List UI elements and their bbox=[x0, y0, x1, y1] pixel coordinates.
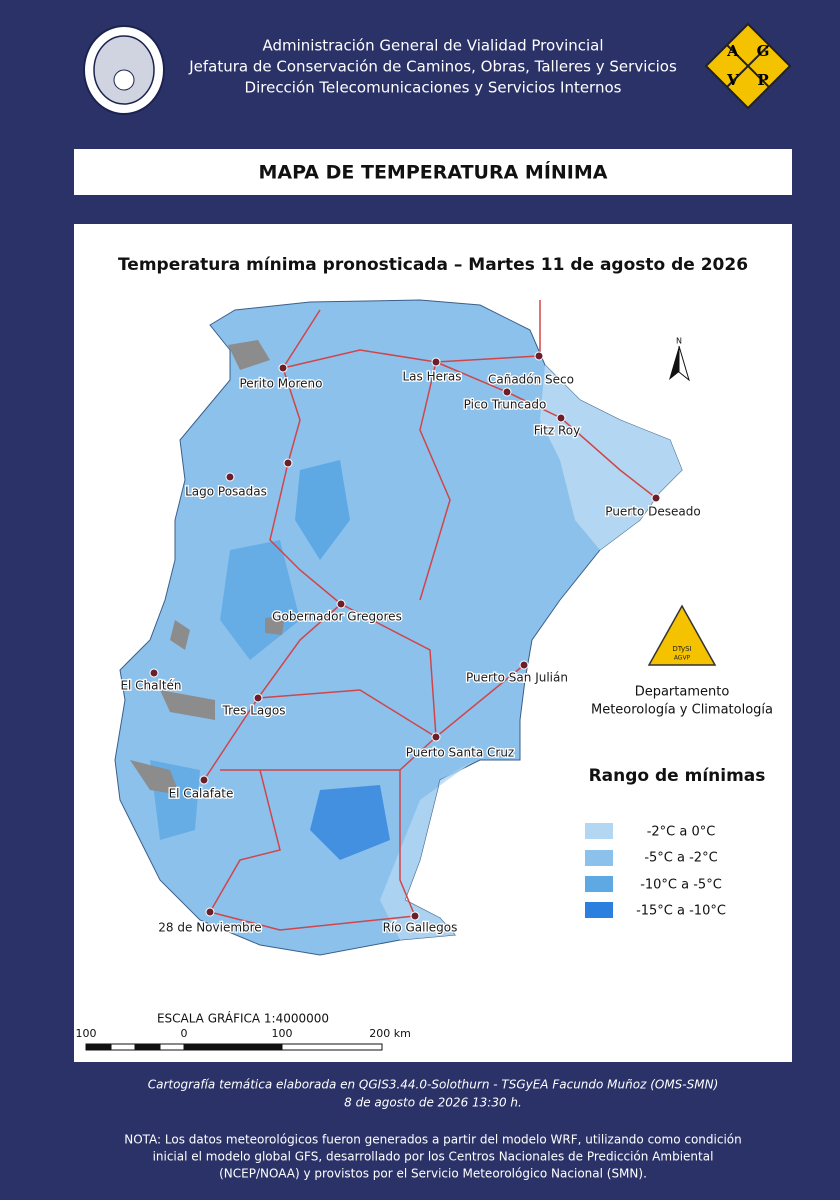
town-dot bbox=[431, 732, 441, 742]
zone-coldest bbox=[310, 785, 390, 860]
legend-label: -15°C a -10°C bbox=[636, 904, 726, 919]
logo-line bbox=[726, 44, 770, 88]
place-label: Río Gallegos bbox=[383, 921, 458, 935]
town-dot bbox=[519, 660, 529, 670]
place-label: Fitz Roy bbox=[534, 424, 580, 438]
province-emblem bbox=[83, 25, 165, 115]
place-label: Lago Posadas bbox=[185, 485, 267, 499]
page-title: MAPA DE TEMPERATURA MÍNIMA bbox=[259, 161, 608, 184]
scale-segment bbox=[134, 1043, 161, 1051]
road bbox=[282, 349, 540, 369]
place-label: Puerto San Julián bbox=[466, 671, 568, 685]
emblem-sun bbox=[113, 69, 135, 91]
logo-letter: A bbox=[726, 42, 739, 60]
arrow-half bbox=[669, 346, 679, 380]
place-label: El Chaltén bbox=[120, 679, 181, 693]
credits-line: 8 de agosto de 2026 13:30 h. bbox=[344, 1096, 522, 1110]
road bbox=[269, 367, 342, 605]
logo-text: AGVP bbox=[674, 655, 691, 662]
town-dot bbox=[556, 413, 566, 423]
town-dot bbox=[225, 472, 235, 482]
logo-triangle bbox=[647, 604, 717, 666]
scale-label: 200 km bbox=[369, 1027, 411, 1040]
place-label: Las Heras bbox=[402, 370, 461, 384]
legend-label: -10°C a -5°C bbox=[640, 878, 722, 893]
agvp-logo: A G V P bbox=[704, 22, 792, 110]
department-logo: DTySI AGVP bbox=[647, 604, 717, 666]
header-line: Jefatura de Conservación de Caminos, Obr… bbox=[188, 58, 677, 76]
lake bbox=[130, 760, 180, 795]
lake bbox=[265, 615, 285, 635]
lake bbox=[170, 620, 190, 650]
scale-title: ESCALA GRÁFICA 1:4000000 bbox=[157, 1011, 329, 1026]
road bbox=[208, 769, 416, 931]
scale-segment bbox=[183, 1043, 283, 1051]
road bbox=[399, 770, 416, 917]
zone-warm bbox=[380, 760, 475, 940]
road bbox=[203, 603, 342, 781]
place-label: Tres Lagos bbox=[222, 704, 286, 718]
town-dot bbox=[651, 493, 661, 503]
logo-letter: P bbox=[757, 71, 768, 89]
place-label: 28 de Noviembre bbox=[158, 921, 261, 935]
place-label: Gobernador Gregores bbox=[272, 610, 402, 624]
note-line: NOTA: Los datos meteorológicos fueron ge… bbox=[124, 1133, 742, 1147]
road bbox=[257, 664, 525, 738]
header-line: Administración General de Vialidad Provi… bbox=[262, 37, 603, 55]
place-label: El Calafate bbox=[169, 787, 234, 801]
road bbox=[419, 361, 451, 601]
north-label: N bbox=[676, 337, 682, 346]
department-label: Meteorología y Climatología bbox=[591, 703, 773, 718]
place-label: Pico Truncado bbox=[464, 398, 547, 412]
town-dot bbox=[502, 387, 512, 397]
header-line: Dirección Telecomunicaciones y Servicios… bbox=[245, 79, 622, 97]
towns bbox=[149, 351, 661, 921]
place-label: Puerto Santa Cruz bbox=[406, 746, 514, 760]
town-dot bbox=[336, 599, 346, 609]
legend-swatch bbox=[585, 876, 613, 892]
logo-letter: V bbox=[726, 71, 739, 89]
note-line: inicial el modelo global GFS, desarrolla… bbox=[153, 1150, 714, 1164]
legend-title: Rango de mínimas bbox=[589, 766, 766, 786]
town-dot bbox=[278, 363, 288, 373]
town-dot bbox=[410, 911, 420, 921]
lake bbox=[160, 690, 215, 720]
place-label: Puerto Deseado bbox=[605, 505, 700, 519]
province-map: Perito Moreno Las Heras Cañadón Seco Pic… bbox=[114, 299, 702, 956]
legend-label: -2°C a 0°C bbox=[647, 825, 716, 840]
credits-line: Cartografía temática elaborada en QGIS3.… bbox=[148, 1078, 719, 1092]
legend-label: -5°C a -2°C bbox=[644, 851, 717, 866]
place-label: Perito Moreno bbox=[239, 377, 322, 391]
scale-label: 100 bbox=[76, 1027, 97, 1040]
note-line: (NCEP/NOAA) y provistos por el Servicio … bbox=[219, 1167, 647, 1181]
town-dot bbox=[199, 775, 209, 785]
place-label: Cañadón Seco bbox=[488, 373, 574, 387]
town-dot bbox=[431, 357, 441, 367]
legend-swatch bbox=[585, 902, 613, 918]
town-dot bbox=[205, 907, 215, 917]
title-box bbox=[74, 149, 792, 195]
arrow-half bbox=[678, 345, 690, 382]
logo-letter: G bbox=[757, 42, 770, 60]
scale-bar bbox=[85, 1043, 383, 1051]
road bbox=[282, 309, 321, 369]
logo-text: DTySI bbox=[672, 645, 691, 653]
town-dot bbox=[534, 351, 544, 361]
scale-segment bbox=[85, 1043, 112, 1051]
north-arrow: N bbox=[669, 337, 690, 382]
scale-label: 0 bbox=[181, 1027, 188, 1040]
scale-label: 100 bbox=[272, 1027, 293, 1040]
department-label: Departamento bbox=[635, 685, 730, 700]
town-dot bbox=[149, 668, 159, 678]
road bbox=[340, 603, 437, 738]
lake bbox=[228, 340, 270, 370]
zone-warm bbox=[540, 365, 682, 550]
legend-swatch bbox=[585, 823, 613, 839]
map-subtitle: Temperatura mínima pronosticada – Martes… bbox=[118, 255, 748, 275]
zone-cold bbox=[295, 460, 350, 560]
town-dot bbox=[283, 458, 293, 468]
legend-swatch bbox=[585, 850, 613, 866]
town-dot bbox=[253, 693, 263, 703]
